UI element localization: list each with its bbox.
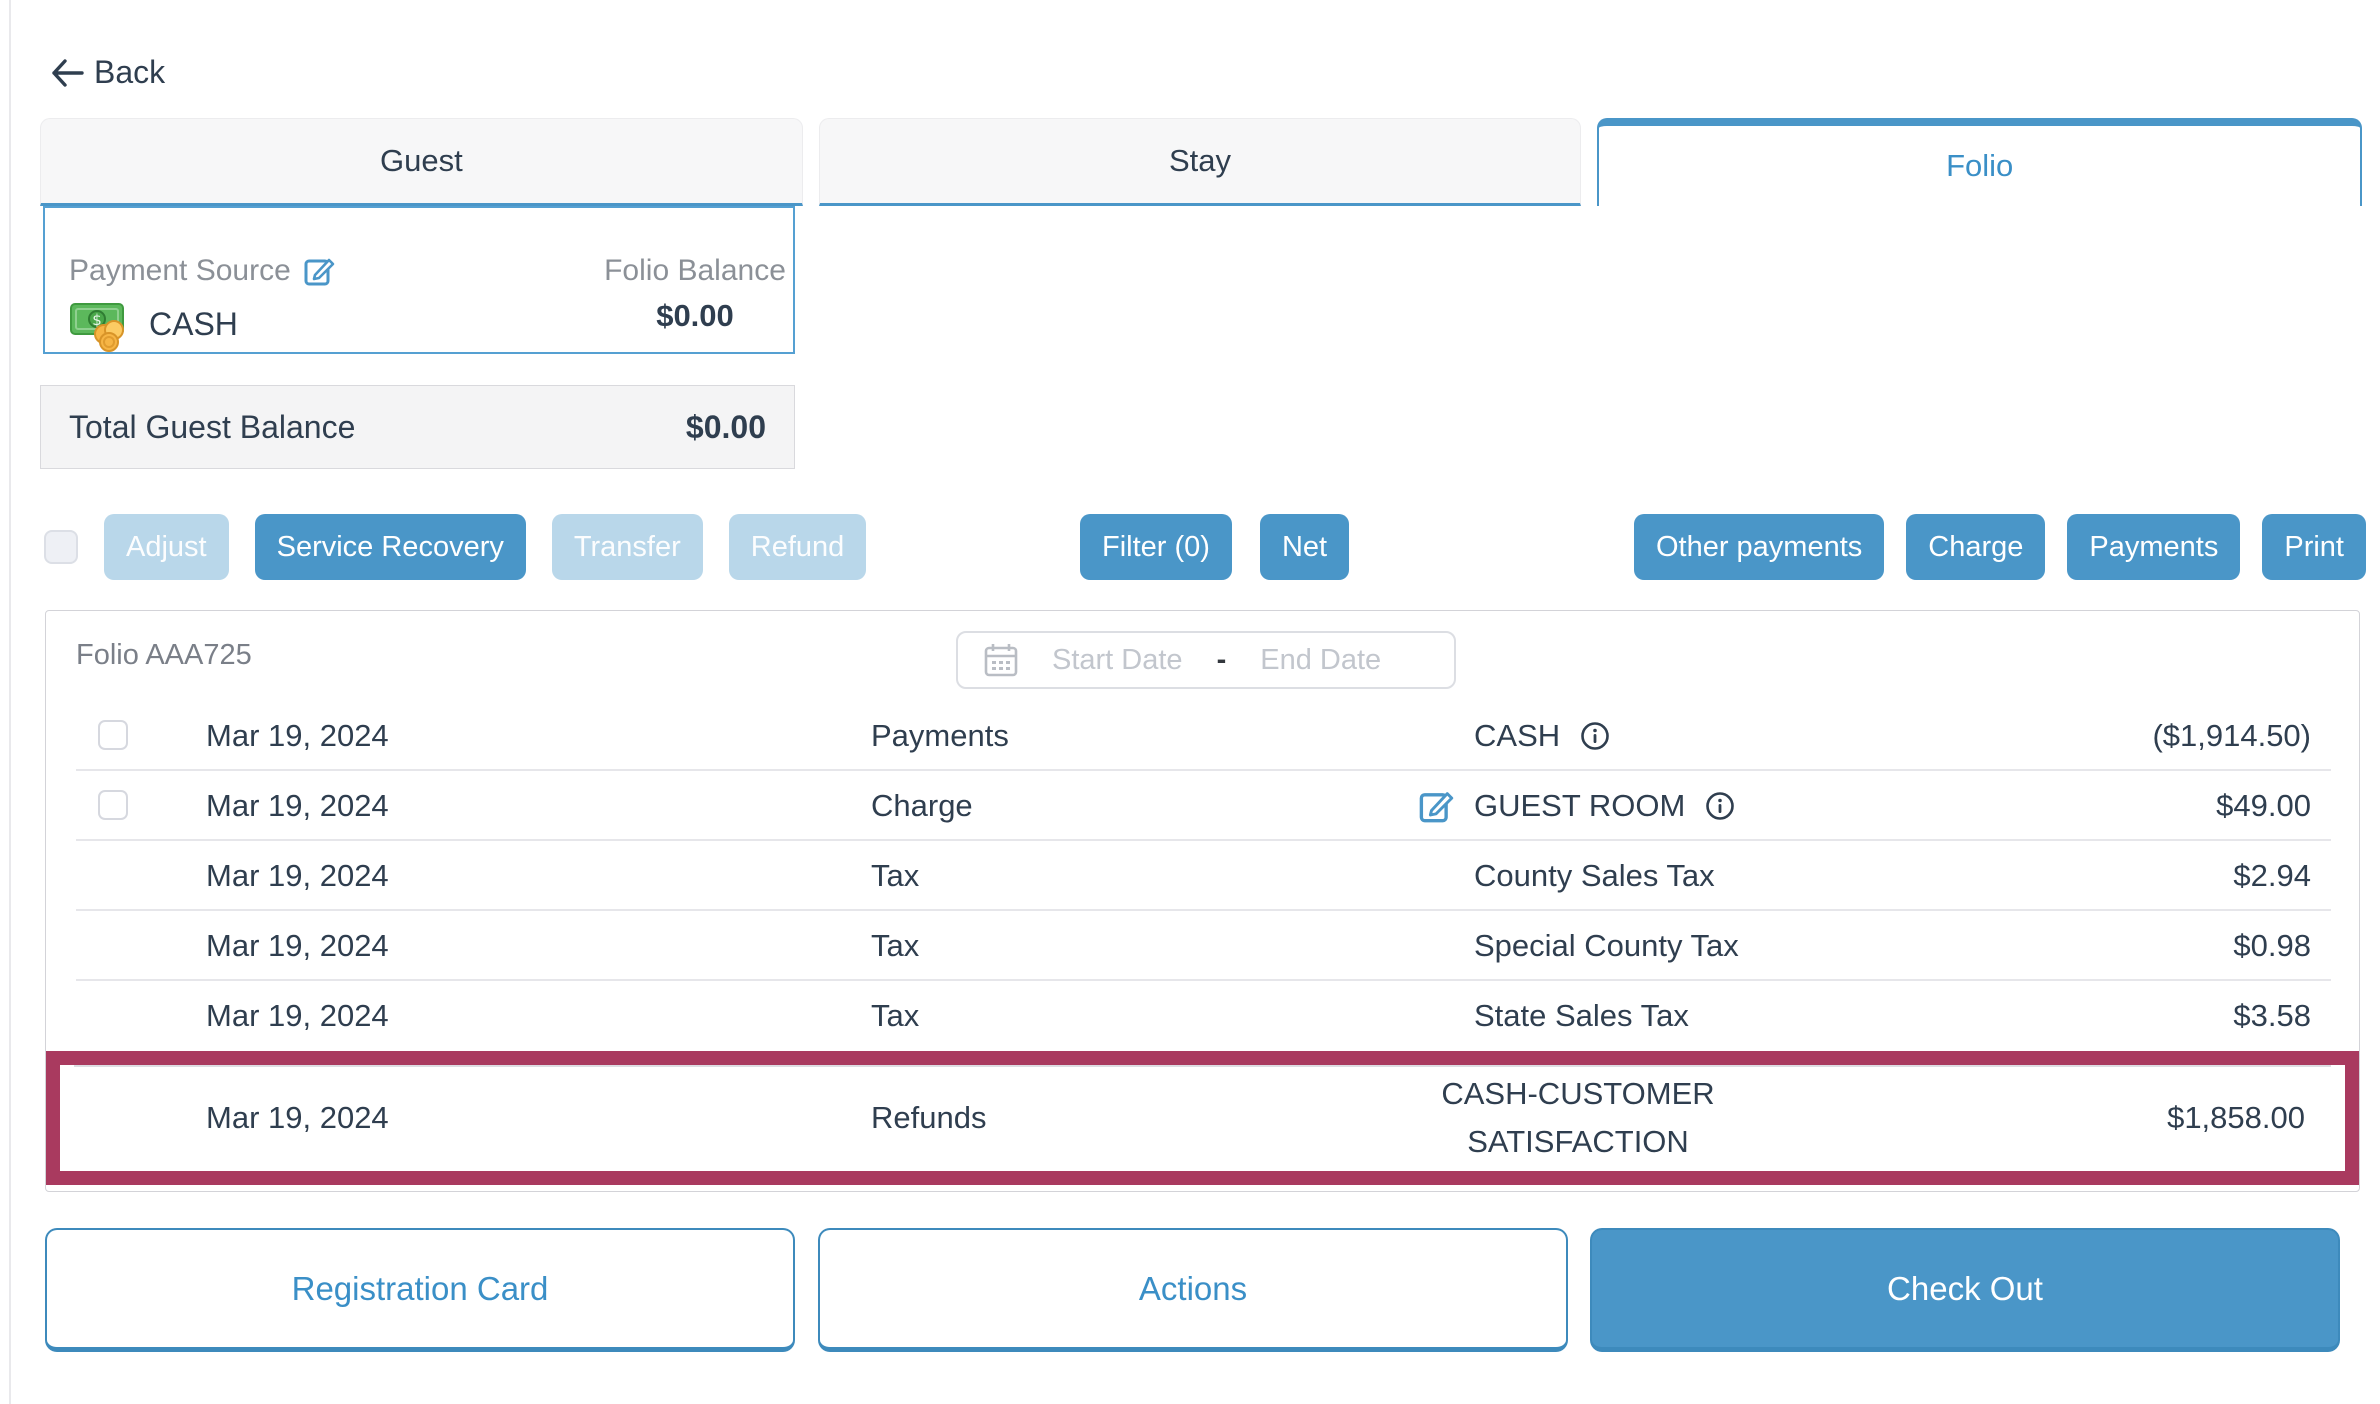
info-icon[interactable] xyxy=(1580,721,1610,751)
row-separator xyxy=(74,1065,2331,1067)
edit-payment-source-icon[interactable] xyxy=(303,255,335,287)
row-type: Tax xyxy=(871,998,920,1033)
cash-banknote-coins-icon: $ xyxy=(69,296,131,352)
folio-panel: Folio AAA725 Start Date - End Date Mar 1… xyxy=(45,610,2360,1192)
refund-button[interactable]: Refund xyxy=(728,514,867,580)
row-description: County Sales Tax xyxy=(1474,858,1715,893)
table-row-payments-cash[interactable]: Mar 19, 2024 Payments CASH ($1,914.50) xyxy=(46,701,2359,771)
row-amount: $1,858.00 xyxy=(2167,1100,2305,1135)
panel-edge-divider xyxy=(9,0,11,1404)
check-out-button[interactable]: Check Out xyxy=(1590,1228,2340,1352)
row-type: Payments xyxy=(871,718,1009,753)
row-amount: $0.98 xyxy=(2233,928,2311,963)
adjust-button[interactable]: Adjust xyxy=(104,514,229,580)
date-range-input[interactable]: Start Date - End Date xyxy=(956,631,1456,689)
date-range-separator: - xyxy=(1216,643,1227,676)
row-type: Refunds xyxy=(871,1100,987,1135)
payment-source-label: Payment Source xyxy=(69,254,291,287)
print-button[interactable]: Print xyxy=(2262,514,2366,580)
row-date: Mar 19, 2024 xyxy=(206,858,389,893)
back-arrow-icon xyxy=(50,58,84,88)
row-type: Tax xyxy=(871,858,920,893)
row-date: Mar 19, 2024 xyxy=(206,788,389,823)
filter-button[interactable]: Filter (0) xyxy=(1080,514,1232,580)
table-row-tax-state[interactable]: Mar 19, 2024 Tax State Sales Tax $3.58 xyxy=(46,981,2359,1051)
end-date-placeholder[interactable]: End Date xyxy=(1260,643,1382,676)
row-amount: $49.00 xyxy=(2216,788,2311,823)
row-checkbox[interactable] xyxy=(98,720,128,750)
back-label: Back xyxy=(94,54,166,90)
folio-balance-value: $0.00 xyxy=(656,298,734,333)
start-date-placeholder[interactable]: Start Date xyxy=(1052,643,1183,676)
folio-balance-label: Folio Balance xyxy=(604,254,786,287)
row-checkbox[interactable] xyxy=(98,790,128,820)
row-amount: $2.94 xyxy=(2233,858,2311,893)
folio-toolbar: Adjust Service Recovery Transfer Refund … xyxy=(0,514,2380,582)
table-row-refunds[interactable]: Mar 19, 2024 Refunds CASH-CUSTOMER SATIS… xyxy=(60,1065,2345,1171)
table-row-tax-county[interactable]: Mar 19, 2024 Tax County Sales Tax $2.94 xyxy=(46,841,2359,911)
row-type: Charge xyxy=(871,788,973,823)
folio-title: Folio AAA725 xyxy=(76,639,252,671)
calendar-icon xyxy=(984,642,1018,678)
table-row-charge-guest-room[interactable]: Mar 19, 2024 Charge GUEST ROOM $49.00 xyxy=(46,771,2359,841)
other-payments-button[interactable]: Other payments xyxy=(1633,514,1885,580)
actions-button[interactable]: Actions xyxy=(818,1228,1568,1352)
total-guest-balance-bar: Total Guest Balance $0.00 xyxy=(40,385,795,469)
row-description: State Sales Tax xyxy=(1474,998,1689,1033)
row-description: Special County Tax xyxy=(1474,928,1739,963)
row-amount: ($1,914.50) xyxy=(2152,718,2311,753)
row-description: CASH xyxy=(1474,718,1561,753)
row-date: Mar 19, 2024 xyxy=(206,998,389,1033)
payment-source-card: Payment Source $ CASH Folio xyxy=(43,206,795,354)
payments-button[interactable]: Payments xyxy=(2067,514,2241,580)
refund-row-highlight: Mar 19, 2024 Refunds CASH-CUSTOMER SATIS… xyxy=(46,1051,2359,1185)
back-button[interactable]: Back xyxy=(50,54,165,91)
total-guest-balance-label: Total Guest Balance xyxy=(69,408,356,445)
row-description: CASH-CUSTOMER SATISFACTION xyxy=(1441,1076,1715,1159)
service-recovery-button[interactable]: Service Recovery xyxy=(254,514,526,580)
payment-method-value: CASH xyxy=(149,305,238,342)
registration-card-button[interactable]: Registration Card xyxy=(45,1228,795,1352)
select-all-checkbox[interactable] xyxy=(44,530,78,564)
row-date: Mar 19, 2024 xyxy=(206,718,389,753)
tab-guest[interactable]: Guest xyxy=(40,118,803,206)
info-icon[interactable] xyxy=(1705,791,1735,821)
tab-folio[interactable]: Folio xyxy=(1597,118,2363,206)
row-date: Mar 19, 2024 xyxy=(206,1100,389,1135)
folio-rows: Mar 19, 2024 Payments CASH ($1,914.50) M… xyxy=(46,701,2359,1185)
row-type: Tax xyxy=(871,928,920,963)
table-row-tax-special-county[interactable]: Mar 19, 2024 Tax Special County Tax $0.9… xyxy=(46,911,2359,981)
transfer-button[interactable]: Transfer xyxy=(551,514,703,580)
row-description: GUEST ROOM xyxy=(1474,788,1686,823)
svg-text:$: $ xyxy=(92,311,102,329)
row-amount: $3.58 xyxy=(2233,998,2311,1033)
tab-bar: Guest Stay Folio xyxy=(40,118,2363,206)
charge-button[interactable]: Charge xyxy=(1906,514,2046,580)
total-guest-balance-value: $0.00 xyxy=(685,408,766,445)
edit-charge-icon[interactable] xyxy=(1418,788,1454,824)
row-date: Mar 19, 2024 xyxy=(206,928,389,963)
net-button[interactable]: Net xyxy=(1259,514,1350,580)
tab-stay[interactable]: Stay xyxy=(818,118,1582,206)
